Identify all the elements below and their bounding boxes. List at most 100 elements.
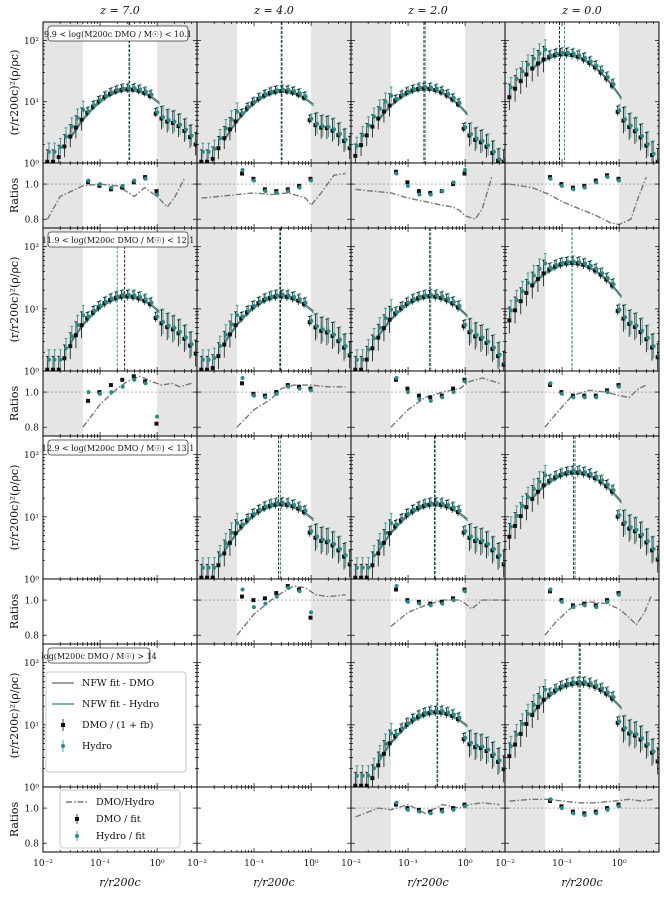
data-point-hydro <box>81 313 86 318</box>
data-point-hydro <box>469 132 474 137</box>
data-point-hydro <box>406 721 411 726</box>
data-point-dmo <box>170 327 175 332</box>
legend-label: DMO / fit <box>96 814 141 825</box>
data-point-dmo <box>290 296 295 301</box>
data-point-dmo <box>319 538 324 543</box>
ratio-curve-dmo-hydro <box>544 384 647 428</box>
legend-main-box <box>45 671 187 773</box>
data-point-dmo <box>564 471 569 476</box>
ratio-point-hydro <box>263 189 268 194</box>
data-point-dmo <box>233 531 238 536</box>
main-plot-area <box>197 228 351 371</box>
data-point-hydro <box>611 488 616 493</box>
data-point-dmo <box>592 684 597 689</box>
data-point-dmo <box>650 345 655 350</box>
ratio-panel-frame <box>196 786 352 853</box>
shaded-outer-region <box>157 22 197 163</box>
mass-label-box <box>47 647 151 664</box>
ratio-point-hydro <box>462 589 467 594</box>
data-point-dmo <box>136 88 141 93</box>
ratio-point-dmo <box>462 171 467 176</box>
data-point-dmo <box>484 340 489 345</box>
data-point-dmo <box>513 308 518 313</box>
data-point-dmo <box>199 367 204 371</box>
data-point-dmo <box>364 133 369 138</box>
ratio-point-hydro <box>548 176 553 181</box>
data-point-hydro <box>206 149 211 154</box>
data-point-dmo <box>256 301 261 306</box>
data-point-hydro <box>172 119 177 124</box>
data-point-hydro <box>583 680 588 685</box>
data-point-dmo <box>210 366 215 371</box>
data-point-hydro <box>389 731 394 736</box>
data-point-hydro <box>543 47 548 52</box>
data-point-dmo <box>45 159 50 163</box>
shaded-outer-region-ratio <box>465 579 505 644</box>
data-point-dmo <box>359 143 364 148</box>
data-point-hydro <box>463 529 468 534</box>
data-point-hydro <box>372 336 377 341</box>
y-tick-label: 10⁰ <box>24 160 39 170</box>
data-point-hydro <box>337 547 342 552</box>
data-point-dmo <box>627 731 632 736</box>
data-point-dmo <box>456 717 461 722</box>
data-point-hydro <box>526 62 531 67</box>
main-plot-area <box>43 22 197 163</box>
data-point-dmo <box>381 540 386 545</box>
data-point-hydro <box>183 127 188 132</box>
x-tick-label: 10⁰ <box>304 859 319 869</box>
ratio-point-hydro <box>582 603 587 608</box>
data-point-hydro <box>634 732 639 737</box>
data-point-hydro <box>315 324 320 329</box>
data-point-hydro <box>486 143 491 148</box>
ratio-point-hydro <box>440 809 445 814</box>
data-point-hydro <box>611 282 616 287</box>
ratio-point-dmo <box>154 421 159 426</box>
ratio-plot-area <box>505 163 659 228</box>
shaded-outer-region-ratio <box>311 371 351 436</box>
data-point-dmo <box>398 306 403 311</box>
data-point-hydro <box>343 344 348 349</box>
mass-label-text: log(M200c DMO / M☉) > 14 <box>41 652 157 661</box>
panel-r1-c1 <box>196 227 352 437</box>
data-point-dmo <box>450 713 455 718</box>
data-point-hydro <box>508 744 513 749</box>
nfw-fit-hydro <box>69 297 160 345</box>
data-point-dmo <box>627 321 632 326</box>
data-point-dmo <box>541 697 546 702</box>
main-plot-area <box>351 228 505 371</box>
data-point-dmo <box>119 87 124 92</box>
ratio-point-hydro <box>274 391 279 396</box>
ratio-point-hydro <box>451 390 456 395</box>
data-point-dmo <box>404 722 409 727</box>
ratio-point-dmo <box>120 377 125 382</box>
ratio-point-hydro <box>308 610 313 615</box>
y-tick-label-ratio: 0.8 <box>25 424 40 434</box>
x-tick-label: 10⁰ <box>458 859 473 869</box>
data-point-dmo <box>490 753 495 758</box>
ratio-point-hydro <box>143 381 148 386</box>
data-point-hydro <box>514 732 519 737</box>
nfw-fit-hydro <box>223 505 314 553</box>
data-point-hydro <box>377 106 382 111</box>
shaded-inner-region-ratio <box>197 579 237 644</box>
data-point-dmo <box>393 734 398 739</box>
data-point-hydro <box>121 86 126 91</box>
data-point-hydro <box>400 304 405 309</box>
data-point-hydro <box>46 357 51 362</box>
ratio-point-hydro <box>548 587 553 592</box>
data-point-dmo <box>364 783 369 787</box>
data-point-hydro <box>497 157 502 162</box>
data-point-dmo <box>467 330 472 335</box>
data-point-hydro <box>75 323 80 328</box>
ratio-point-hydro <box>286 585 291 590</box>
ratio-point-hydro <box>559 183 564 188</box>
data-point-dmo <box>256 509 261 514</box>
ratio-point-hydro <box>440 189 445 194</box>
x-tick-label: 10⁰ <box>150 859 165 869</box>
data-point-dmo <box>199 159 204 163</box>
data-point-dmo <box>267 503 272 508</box>
data-point-dmo <box>650 153 655 158</box>
data-point-hydro <box>229 322 234 327</box>
data-point-dmo <box>461 737 466 742</box>
